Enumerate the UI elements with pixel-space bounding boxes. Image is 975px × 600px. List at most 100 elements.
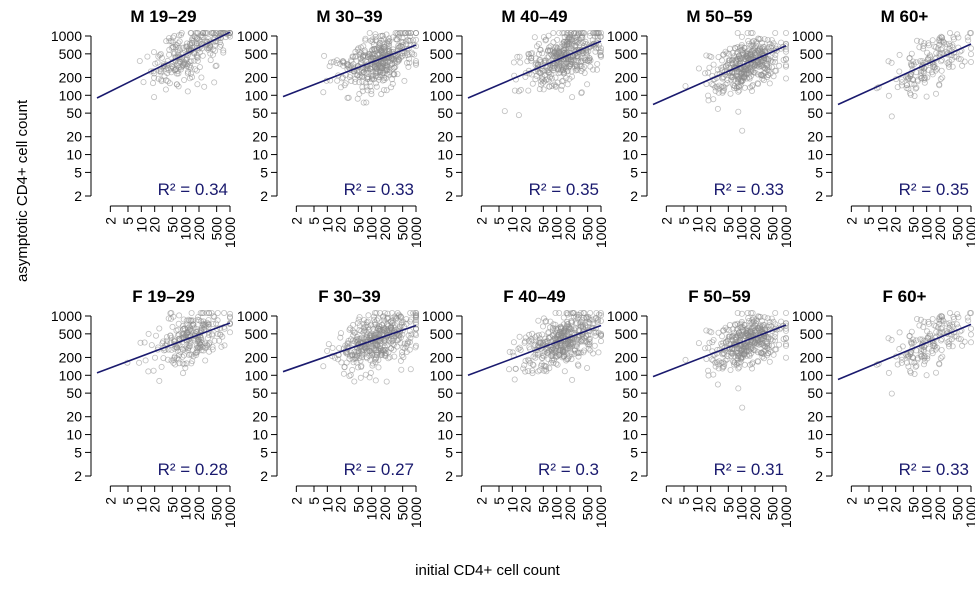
scatter-point <box>142 357 149 364</box>
scatter-point <box>183 40 190 47</box>
scatter-point <box>355 45 362 52</box>
scatter-point <box>351 378 358 385</box>
scatter-point <box>732 45 739 52</box>
scatter-point <box>933 369 940 376</box>
scatter-point <box>348 78 355 85</box>
scatter-point <box>506 348 513 355</box>
x-tick-label: 2 <box>658 217 674 225</box>
scatter-point <box>170 356 177 363</box>
scatter-point <box>705 69 712 76</box>
scatter-point <box>407 334 414 341</box>
y-tick-label: 100 <box>245 367 269 383</box>
scatter-point <box>179 353 186 360</box>
scatter-point <box>367 349 374 356</box>
scatter-point <box>574 32 581 39</box>
scatter-point <box>554 45 561 52</box>
scatter-point <box>552 335 559 342</box>
y-tick-label: 200 <box>245 349 269 365</box>
x-tick-label: 10 <box>874 497 890 513</box>
scatter-point <box>593 329 600 336</box>
scatter-point <box>750 69 757 76</box>
scatter-point <box>946 64 953 71</box>
scatter-point <box>187 70 194 77</box>
y-tick-label: 10 <box>66 147 82 163</box>
scatter-point <box>176 360 183 367</box>
scatter-point <box>595 329 602 336</box>
scatter-point <box>525 368 532 375</box>
scatter-point <box>379 60 386 67</box>
x-tick-label: 2 <box>658 497 674 505</box>
scatter-point <box>931 343 938 350</box>
scatter-point <box>354 319 361 326</box>
scatter-point <box>210 313 217 320</box>
fit-line <box>96 31 231 99</box>
scatter-point <box>173 81 180 88</box>
scatter-point <box>592 332 599 339</box>
y-tick-label: 5 <box>630 444 638 460</box>
y-tick-label: 50 <box>252 105 268 121</box>
y-tick-label: 1000 <box>422 308 453 324</box>
scatter-point <box>715 54 722 61</box>
scatter-point <box>394 52 401 59</box>
y-tick-label: 20 <box>66 409 82 425</box>
scatter-point <box>917 336 924 343</box>
scatter-point <box>560 351 567 358</box>
x-tick-label: 500 <box>580 217 596 241</box>
scatter-point <box>408 331 415 338</box>
scatter-point <box>772 42 779 49</box>
scatter-point <box>710 336 717 343</box>
x-tick-label: 50 <box>535 497 551 513</box>
scatter-point <box>412 314 419 321</box>
scatter-point <box>705 372 712 379</box>
scatter-point <box>731 44 738 51</box>
scatter-point <box>561 45 568 52</box>
scatter-point <box>148 342 155 349</box>
scatter-point <box>405 63 412 70</box>
scatter-point <box>587 309 594 316</box>
x-tick-label: 2 <box>102 217 118 225</box>
scatter-point <box>347 371 354 378</box>
scatter-point <box>189 321 196 328</box>
scatter-point <box>714 66 721 73</box>
scatter-point <box>735 385 742 392</box>
scatter-point <box>714 359 721 366</box>
scatter-point <box>511 376 518 383</box>
scatter-point <box>372 377 379 384</box>
scatter-point <box>529 50 536 57</box>
y-tick-label: 500 <box>59 46 83 62</box>
scatter-point <box>739 78 746 85</box>
scatter-point <box>560 38 567 45</box>
scatter-point <box>735 359 742 366</box>
scatter-point <box>176 38 183 45</box>
scatter-point <box>158 54 165 61</box>
scatter-point <box>390 56 397 63</box>
scatter-point <box>741 321 748 328</box>
y-tick-label: 5 <box>445 164 453 180</box>
scatter-point <box>596 29 603 36</box>
scatter-point <box>155 53 162 60</box>
x-tick-label: 1000 <box>222 497 238 528</box>
scatter-point <box>566 60 573 67</box>
scatter-point <box>202 357 209 364</box>
scatter-point <box>741 44 748 51</box>
scatter-point <box>388 76 395 83</box>
scatter-point <box>193 67 200 74</box>
x-tick-label: 10 <box>689 497 705 513</box>
scatter-point <box>908 340 915 347</box>
scatter-point <box>939 45 946 52</box>
y-tick-label: 100 <box>615 87 639 103</box>
scatter-point <box>187 64 194 71</box>
scatter-point <box>957 56 964 63</box>
scatter-point <box>400 318 407 325</box>
scatter-point <box>559 78 566 85</box>
scatter-point <box>553 325 560 332</box>
scatter-point <box>898 356 905 363</box>
scatter-point <box>532 342 539 349</box>
scatter-point <box>722 48 729 55</box>
scatter-point <box>921 361 928 368</box>
y-tick-label: 20 <box>622 129 638 145</box>
x-tick-label: 20 <box>333 497 349 513</box>
